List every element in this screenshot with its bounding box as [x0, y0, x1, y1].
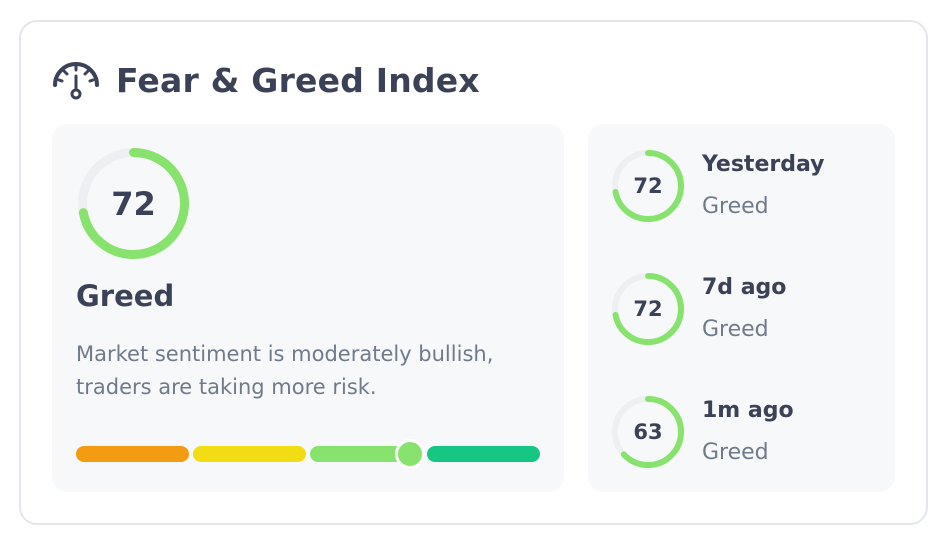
history-ring [612, 396, 684, 468]
ring-progress [612, 273, 684, 345]
card-title: Fear & Greed Index [116, 60, 480, 100]
history-classification: Greed [702, 440, 769, 465]
history-classification: Greed [702, 194, 769, 219]
history-when: 1m ago [702, 398, 794, 423]
history-ring [612, 273, 684, 345]
ring-progress [78, 148, 189, 259]
history-when: Yesterday [702, 152, 825, 177]
current-value-ring: 72 [76, 146, 191, 261]
scale-segment-extreme-greed [427, 446, 540, 462]
scale-segment-greed [310, 446, 423, 462]
history-value: 72 [633, 297, 663, 321]
scale-segment-neutral [193, 446, 306, 462]
history-item: 63 1m ago Greed [610, 394, 890, 474]
current-classification: Greed [76, 279, 175, 313]
history-item: 72 7d ago Greed [610, 271, 890, 351]
history-when: 7d ago [702, 275, 787, 300]
history-value: 63 [633, 420, 663, 444]
history-classification: Greed [702, 317, 769, 342]
history-panel: 72 Yesterday Greed 72 7d ago Greed 63 1m… [588, 124, 895, 492]
current-index-panel: 72 Greed Market sentiment is moderately … [52, 124, 564, 492]
scale-marker [395, 439, 426, 469]
current-ring-graphic [78, 148, 189, 259]
sentiment-description: Market sentiment is moderately bullish, … [76, 342, 494, 399]
scale-segment-fear [76, 446, 189, 462]
ring-progress [612, 396, 684, 468]
history-item: 72 Yesterday Greed [610, 148, 890, 228]
history-value: 72 [633, 174, 663, 198]
sentiment-scale [76, 439, 540, 469]
ring-progress [612, 150, 684, 222]
gauge-icon [53, 62, 99, 100]
history-ring [612, 150, 684, 222]
current-value: 72 [111, 184, 156, 223]
card-header: Fear & Greed Index [52, 58, 480, 102]
